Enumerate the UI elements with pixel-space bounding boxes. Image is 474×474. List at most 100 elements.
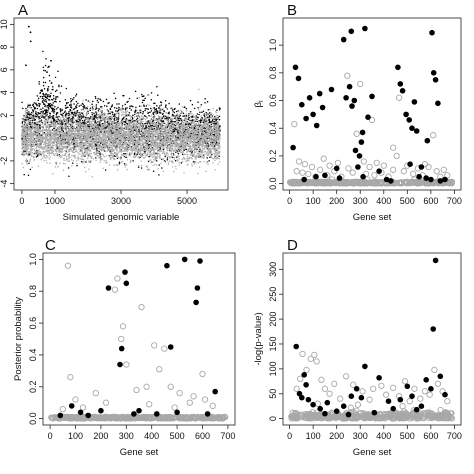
data-point: [138, 96, 141, 99]
data-point: [45, 93, 48, 95]
data-point: [22, 107, 24, 110]
data-point: [172, 128, 174, 131]
data-point: [116, 148, 118, 150]
data-point: [52, 85, 54, 88]
data-point: [181, 105, 184, 108]
data-point: [98, 108, 100, 110]
data-point: [53, 108, 56, 111]
data-point: [107, 111, 110, 114]
data-point: [38, 80, 40, 83]
data-point: [151, 124, 154, 127]
data-point: [50, 105, 53, 107]
data-point: [166, 118, 168, 120]
data-point: [42, 152, 44, 155]
data-point: [37, 123, 39, 126]
data-point: [128, 97, 131, 100]
data-point: [41, 101, 44, 103]
data-point: [181, 153, 184, 156]
data-point: [112, 118, 114, 120]
data-point: [46, 113, 48, 116]
data-point: [208, 112, 211, 114]
data-point: [27, 174, 30, 177]
data-point: [111, 104, 114, 106]
data-point: [46, 95, 49, 98]
data-point: [177, 119, 179, 121]
data-point: [98, 114, 101, 117]
data-point: [165, 116, 168, 118]
data-point: [183, 171, 185, 174]
data-point: [32, 104, 34, 106]
data-point: [86, 140, 88, 142]
data-point: [145, 127, 147, 129]
data-point: [118, 116, 120, 118]
data-point: [88, 125, 90, 128]
data-point: [67, 127, 69, 130]
data-point: [147, 103, 149, 105]
data-point: [85, 99, 87, 101]
data-point: [154, 102, 156, 105]
data-point: [73, 103, 75, 105]
data-point: [143, 95, 145, 97]
data-point: [39, 112, 41, 114]
data-point: [41, 95, 44, 98]
data-point: [170, 150, 173, 153]
data-point: [140, 167, 143, 169]
data-point: [160, 117, 163, 119]
data-point: [80, 112, 82, 114]
data-point: [49, 95, 52, 97]
data-point: [118, 103, 120, 105]
data-point: [35, 153, 38, 156]
data-point: [121, 105, 124, 107]
data-point: [54, 98, 57, 100]
data-point: [28, 162, 30, 164]
panel-letter: A: [18, 2, 28, 19]
data-point: [193, 107, 196, 110]
data-point: [200, 115, 202, 118]
data-point: [35, 156, 38, 158]
data-point: [64, 111, 67, 114]
data-point: [155, 121, 158, 124]
data-point: [76, 164, 78, 167]
data-point: [131, 132, 133, 135]
data-point: [38, 121, 41, 123]
data-point: [193, 163, 196, 165]
data-point: [107, 110, 110, 112]
data-point: [44, 81, 47, 84]
data-point: [174, 107, 176, 110]
data-point: [45, 115, 47, 117]
data-point: [52, 115, 55, 117]
data-point: [200, 104, 203, 106]
data-point: [70, 99, 73, 102]
data-point: [72, 98, 74, 101]
data-point: [82, 114, 84, 116]
data-point: [75, 104, 78, 106]
data-point: [219, 107, 221, 110]
data-point: [205, 113, 208, 115]
data-point: [32, 105, 35, 108]
data-point: [87, 110, 89, 113]
data-point: [106, 109, 108, 111]
data-point: [116, 107, 118, 110]
data-point: [114, 144, 117, 147]
data-point: [197, 116, 199, 119]
data-point: [79, 152, 81, 155]
data-point: [168, 102, 170, 105]
data-point: [58, 84, 60, 86]
data-point: [64, 152, 67, 154]
data-point: [42, 98, 45, 100]
data-point: [206, 100, 209, 103]
data-point: [211, 119, 214, 122]
data-point: [108, 164, 111, 166]
data-point: [71, 118, 74, 120]
data-point: [117, 117, 120, 119]
data-point: [21, 138, 23, 140]
data-point: [197, 101, 199, 103]
data-point: [114, 97, 117, 100]
data-point: [91, 113, 94, 116]
data-point: [41, 97, 44, 100]
data-point: [200, 133, 203, 135]
data-point: [51, 98, 53, 101]
data-point: [195, 133, 198, 135]
data-point: [125, 131, 128, 134]
